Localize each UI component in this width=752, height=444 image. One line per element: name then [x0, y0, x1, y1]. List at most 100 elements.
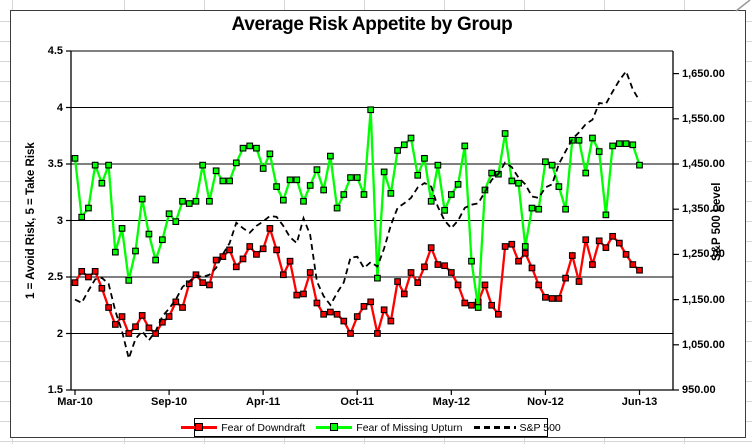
data-point-marker: [185, 200, 193, 207]
data-point-marker: [259, 245, 267, 253]
right-axis-tick-label: 1,150.00: [682, 293, 725, 306]
data-point-marker: [387, 317, 395, 325]
data-point-marker: [118, 313, 126, 320]
data-point-marker: [629, 141, 637, 149]
data-point-marker: [199, 161, 207, 169]
data-point-marker: [542, 158, 549, 166]
data-point-marker: [118, 225, 126, 232]
data-point-marker: [575, 136, 583, 144]
data-point-marker: [192, 197, 200, 205]
data-point-marker: [367, 106, 375, 114]
series-line-s-p-500: [74, 69, 641, 362]
data-point-marker: [374, 274, 381, 282]
data-point-marker: [488, 301, 496, 309]
data-point-marker: [286, 257, 294, 265]
data-point-marker: [535, 281, 543, 289]
legend-item-label: Fear of Missing Upturn: [356, 421, 463, 434]
data-point-marker: [239, 255, 247, 263]
data-point-marker: [286, 176, 294, 184]
legend-line-sample: [316, 423, 353, 431]
right-axis-tick-label: 1,050.00: [682, 338, 725, 351]
right-axis-tick-label: 1,650.00: [682, 67, 725, 80]
data-point-marker: [259, 165, 267, 172]
data-point-marker: [461, 142, 469, 150]
legend-item-label: Fear of Downdraft: [221, 421, 306, 434]
data-point-marker: [206, 197, 213, 205]
legend-item-label: S&P 500: [519, 421, 561, 434]
left-axis-tick-label: 1.5: [47, 384, 63, 396]
x-axis-tick-label: Apr-11: [246, 396, 281, 408]
data-point-marker: [622, 251, 630, 258]
data-point-marker: [555, 183, 563, 190]
data-point-marker: [629, 261, 637, 268]
x-axis-tick-label: Jun-13: [621, 396, 658, 408]
data-point-marker: [91, 161, 99, 169]
data-point-marker: [636, 266, 643, 274]
data-point-marker: [98, 284, 106, 292]
data-point-marker: [78, 213, 86, 221]
data-point-marker: [622, 140, 630, 148]
data-point-marker: [132, 247, 139, 255]
chart-title: Average Risk Appetite by Group: [231, 14, 513, 35]
legend-marker: [330, 423, 339, 431]
data-point-marker: [394, 147, 401, 154]
right-axis-tick-label: 1,450.00: [682, 158, 725, 170]
data-point-marker: [407, 269, 415, 276]
data-point-marker: [447, 191, 455, 198]
left-axis-tick-label: 4: [56, 101, 63, 114]
data-point-marker: [279, 196, 287, 204]
data-point-marker: [353, 313, 361, 320]
data-point-marker: [602, 211, 610, 219]
data-point-marker: [421, 263, 428, 271]
data-point-marker: [360, 191, 368, 198]
data-point-marker: [199, 279, 207, 287]
data-point-marker: [85, 273, 92, 281]
data-point-marker: [447, 269, 455, 276]
data-point-marker: [434, 261, 442, 268]
data-point-marker: [474, 304, 482, 311]
data-point-marker: [454, 180, 462, 188]
data-point-marker: [98, 179, 106, 187]
data-point-marker: [239, 144, 247, 152]
x-axis-tick-label: Sep-10: [151, 396, 188, 408]
data-point-marker: [253, 144, 260, 152]
data-point-marker: [266, 225, 274, 232]
data-point-marker: [179, 304, 186, 311]
data-point-marker: [353, 174, 361, 181]
data-point-marker: [246, 142, 254, 150]
data-point-marker: [387, 190, 395, 197]
data-point-marker: [212, 256, 220, 264]
data-point-marker: [394, 278, 401, 285]
legend-item: Fear of Downdraft: [181, 422, 305, 434]
data-point-marker: [589, 261, 596, 268]
data-point-marker: [165, 313, 173, 320]
data-point-marker: [535, 205, 543, 213]
data-point-marker: [132, 323, 139, 331]
data-point-marker: [105, 304, 112, 311]
data-point-marker: [347, 174, 354, 181]
data-point-marker: [481, 281, 489, 289]
right-axis-tick-label: 1,250.00: [682, 248, 725, 261]
data-point-marker: [615, 239, 623, 247]
data-point-marker: [152, 256, 159, 264]
data-point-marker: [327, 308, 334, 316]
plot-area: [66, 50, 679, 395]
data-point-marker: [400, 141, 408, 149]
right-axis-tick-label: 1,350.00: [682, 203, 725, 216]
data-point-marker: [266, 150, 274, 158]
data-point-marker: [340, 317, 348, 325]
data-point-marker: [313, 166, 321, 174]
data-point-marker: [145, 324, 153, 332]
data-point-marker: [548, 295, 556, 302]
data-point-marker: [293, 176, 301, 184]
data-point-marker: [562, 274, 569, 282]
data-point-marker: [333, 204, 341, 212]
series-line-fear-of-missing-upturn: [73, 109, 641, 308]
data-point-marker: [226, 246, 233, 254]
data-point-marker: [273, 183, 280, 190]
data-point-marker: [273, 246, 280, 254]
data-point-marker: [501, 130, 509, 137]
data-point-marker: [300, 197, 307, 205]
data-point-marker: [71, 155, 79, 162]
data-point-marker: [414, 279, 422, 287]
